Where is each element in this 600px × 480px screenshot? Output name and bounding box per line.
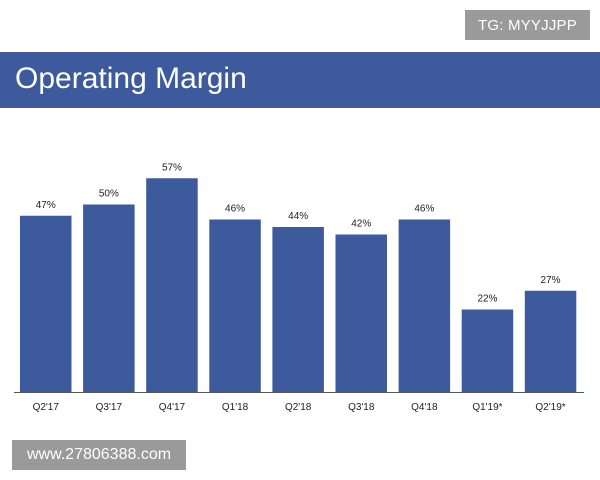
value-label: 22% <box>477 294 497 305</box>
bar-Q2'17 <box>20 215 72 392</box>
bar-Q2'19* <box>524 290 577 392</box>
bar-Q4'17 <box>146 178 198 392</box>
bar-Q3'18 <box>335 234 387 392</box>
value-label: 50% <box>99 189 119 200</box>
bar-Q2'18 <box>272 227 324 392</box>
bar-Q4'18 <box>398 219 451 392</box>
category-label: Q1'19* <box>472 402 502 413</box>
category-label: Q4'18 <box>411 402 438 413</box>
value-label: 42% <box>351 219 371 230</box>
category-label: Q2'19* <box>535 402 565 413</box>
category-label: Q3'17 <box>96 402 123 413</box>
bar-Q3'17 <box>83 204 135 392</box>
value-label: 44% <box>288 211 308 222</box>
value-label: 47% <box>36 200 56 211</box>
category-label: Q2'18 <box>285 402 312 413</box>
watermark-top: TG: MYYJJPP <box>465 10 590 40</box>
category-label: Q1'18 <box>222 402 249 413</box>
value-label: 46% <box>225 204 245 215</box>
bar-Q1'18 <box>209 219 261 392</box>
title-bar: Operating Margin <box>0 52 600 108</box>
page-title: Operating Margin <box>15 62 247 95</box>
value-label: 57% <box>162 162 182 173</box>
value-label: 46% <box>414 204 434 215</box>
category-labels-group: Q2'17 Q3'17 Q4'17 Q1'18 Q2'18 Q3'18 Q4'18 Q1'19… <box>33 402 566 413</box>
value-label: 27% <box>541 275 561 286</box>
bar-Q1'19* <box>461 309 514 392</box>
category-label: Q2'17 <box>33 402 60 413</box>
category-label: Q3'18 <box>348 402 375 413</box>
category-label: Q4'17 <box>159 402 186 413</box>
bars-group <box>20 178 577 392</box>
watermark-bottom: www.27806388.com <box>12 440 186 470</box>
value-labels-group: 47% 50% 57% 46% 44% 42% 46% 22% 27% <box>36 162 561 304</box>
